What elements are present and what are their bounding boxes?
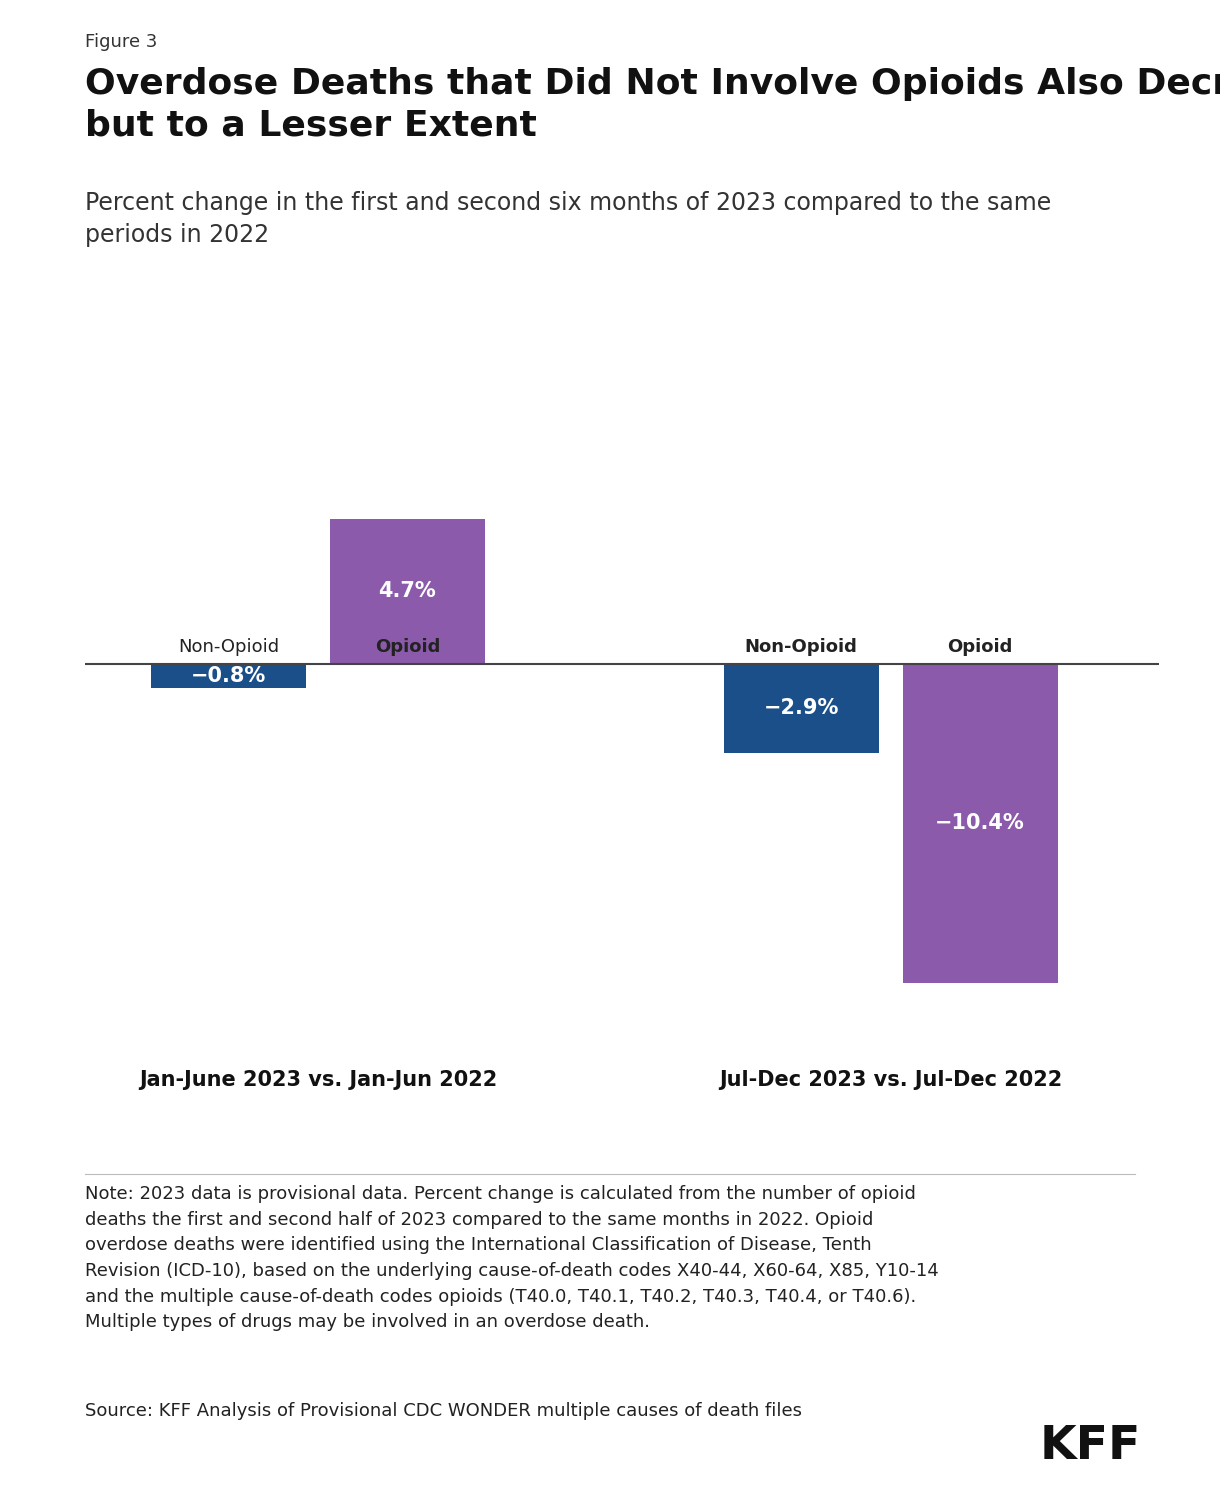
Text: Jul-Dec 2023 vs. Jul-Dec 2022: Jul-Dec 2023 vs. Jul-Dec 2022	[719, 1070, 1063, 1089]
Bar	[723, 664, 878, 752]
Bar	[329, 519, 486, 664]
Text: Figure 3: Figure 3	[85, 33, 157, 51]
Text: Opioid: Opioid	[375, 637, 440, 655]
Text: Overdose Deaths that Did Not Involve Opioids Also Decreased
but to a Lesser Exte: Overdose Deaths that Did Not Involve Opi…	[85, 67, 1220, 142]
Text: 4.7%: 4.7%	[378, 582, 437, 601]
Bar	[151, 664, 306, 688]
Text: Percent change in the first and second six months of 2023 compared to the same
p: Percent change in the first and second s…	[85, 191, 1052, 247]
Bar	[903, 664, 1058, 983]
Text: Source: KFF Analysis of Provisional CDC WONDER multiple causes of death files: Source: KFF Analysis of Provisional CDC …	[85, 1402, 803, 1420]
Text: Note: 2023 data is provisional data. Percent change is calculated from the numbe: Note: 2023 data is provisional data. Per…	[85, 1185, 939, 1331]
Text: KFF: KFF	[1039, 1424, 1141, 1469]
Text: Non-Opioid: Non-Opioid	[178, 637, 279, 655]
Text: Non-Opioid: Non-Opioid	[744, 637, 858, 655]
Text: Jan-June 2023 vs. Jan-Jun 2022: Jan-June 2023 vs. Jan-Jun 2022	[139, 1070, 497, 1089]
Text: −0.8%: −0.8%	[190, 666, 266, 685]
Text: −10.4%: −10.4%	[936, 814, 1025, 833]
Text: −2.9%: −2.9%	[764, 699, 839, 718]
Text: Opioid: Opioid	[948, 637, 1013, 655]
